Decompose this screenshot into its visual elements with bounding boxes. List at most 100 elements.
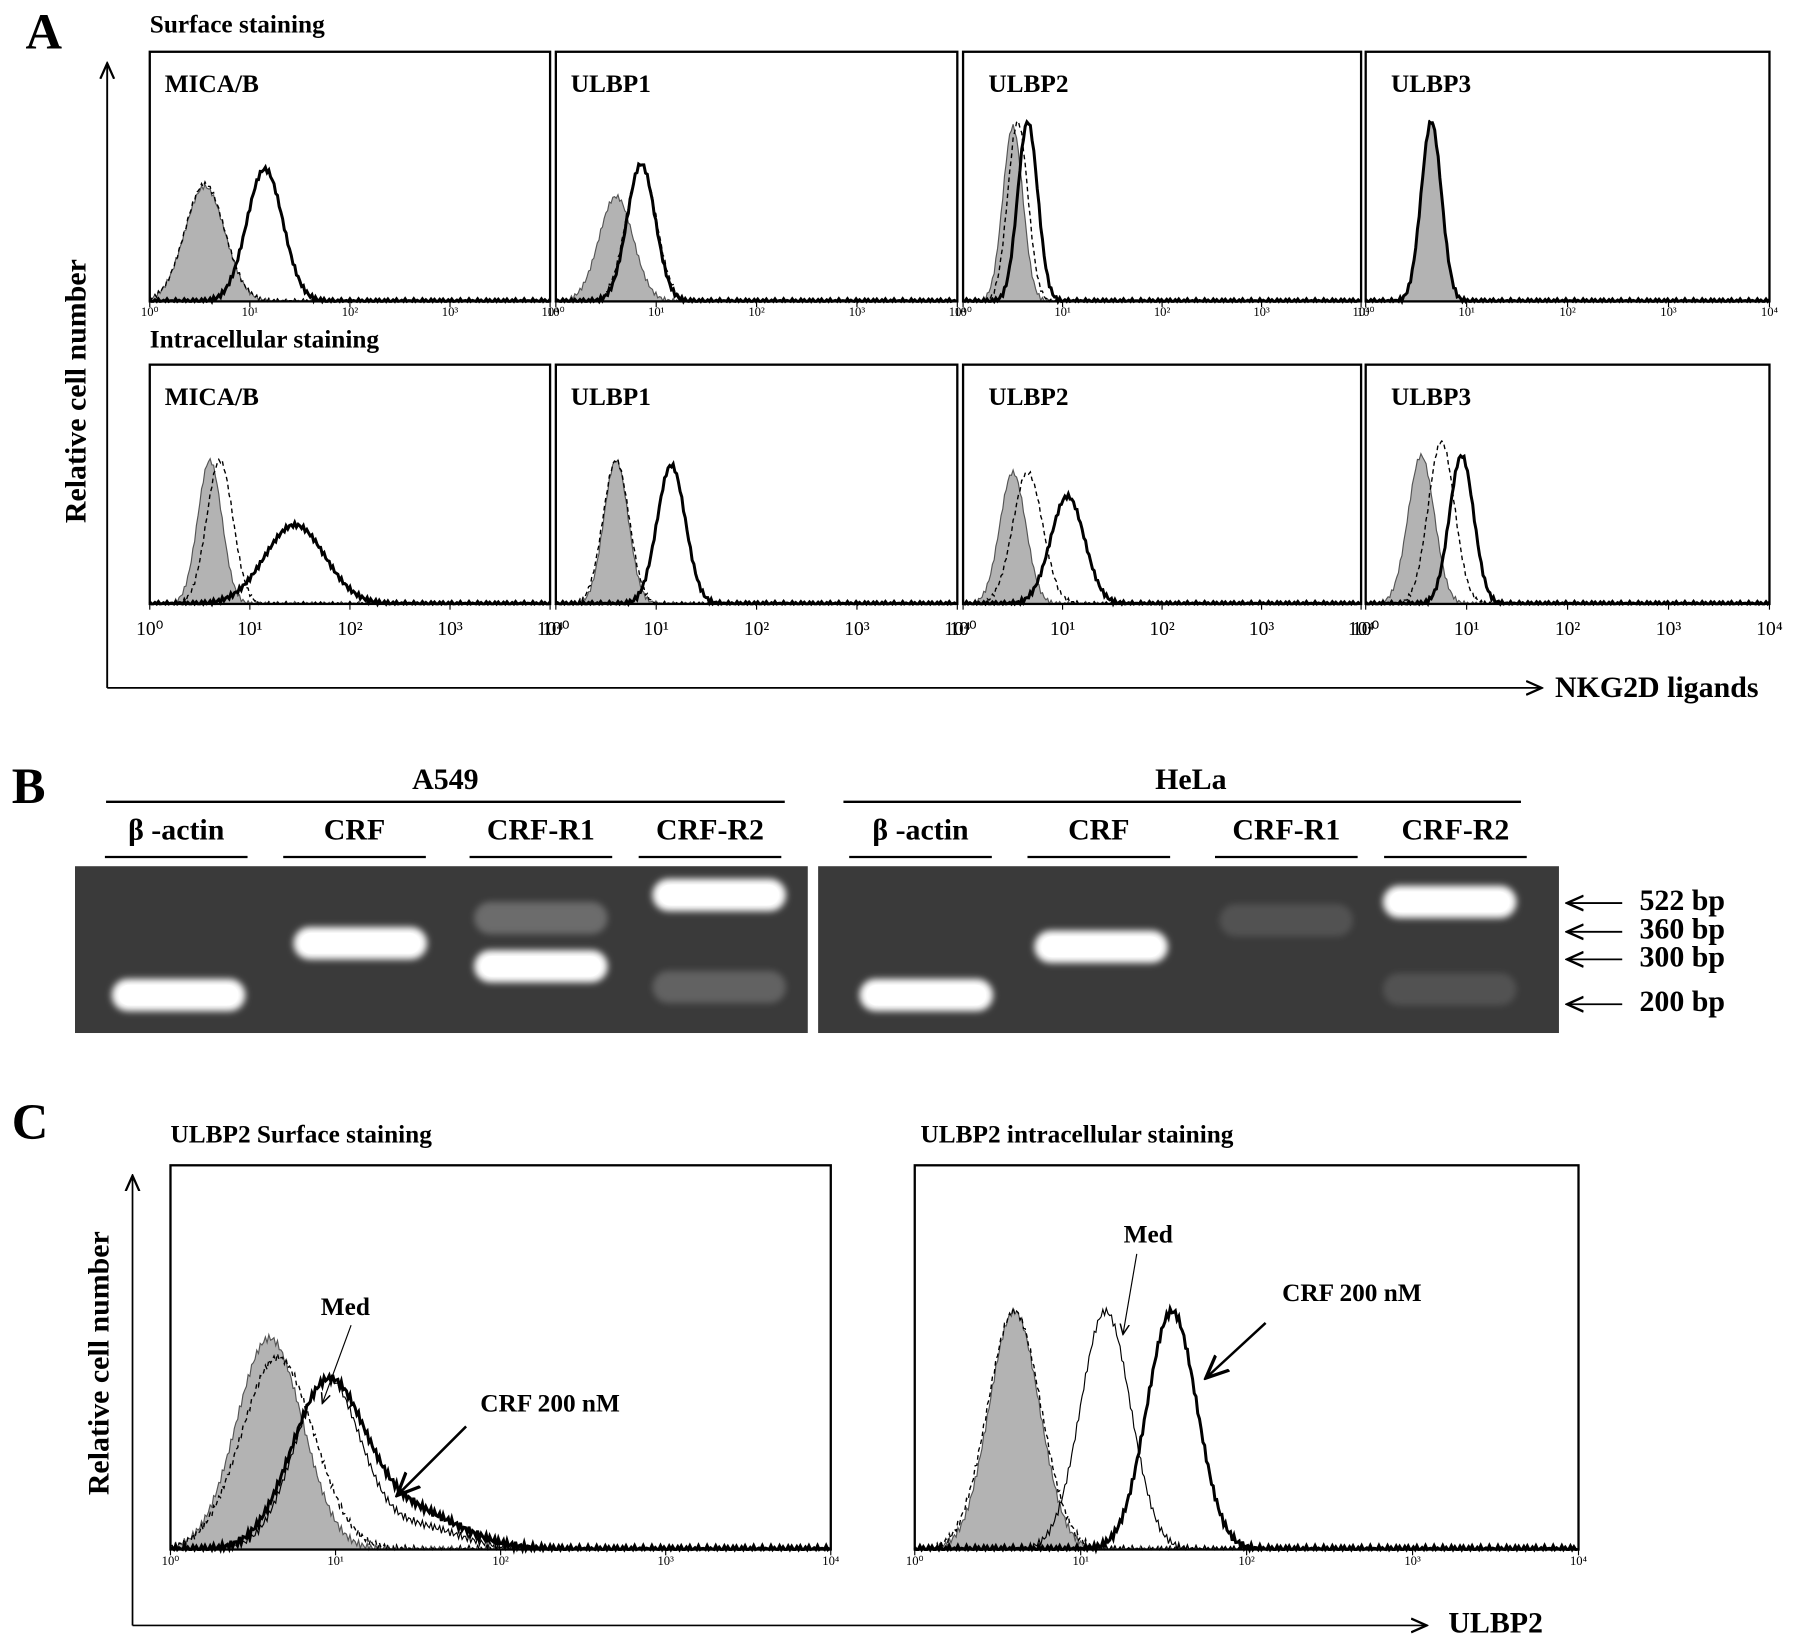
x-tick-label: 10² [1559, 305, 1576, 319]
gel-band [1219, 904, 1354, 937]
row-title: Surface staining [150, 10, 325, 38]
gel-band [659, 884, 780, 906]
marker-label: 522 bp [1639, 884, 1725, 917]
x-tick-label: 10² [1149, 619, 1175, 640]
plot-title: ULBP2 Surface staining [170, 1120, 432, 1148]
plot-label: ULBP2 [988, 383, 1068, 411]
y-axis-title: Relative cell number [82, 1231, 115, 1495]
annotation-arrow [1206, 1321, 1267, 1378]
group-label: HeLa [1155, 763, 1226, 796]
x-tick-label: 10¹ [1454, 619, 1480, 640]
plot-label: ULBP1 [571, 383, 651, 411]
row-title: Intracellular staining [150, 325, 380, 353]
plot-label: ULBP3 [1391, 70, 1471, 98]
histogram [149, 182, 551, 303]
histogram [962, 468, 1362, 606]
x-tick-label: 10³ [1404, 1554, 1421, 1568]
x-tick-label: 10³ [437, 619, 463, 640]
x-tick-label: 10¹ [1054, 305, 1071, 319]
panel-label: C [12, 1094, 49, 1150]
panel-label: B [12, 758, 46, 814]
histogram [555, 457, 957, 606]
x-tick-label: 10³ [1249, 619, 1275, 640]
histogram [1365, 452, 1771, 606]
gel-band [481, 955, 601, 977]
x-tick-label: 10¹ [648, 305, 665, 319]
x-tick-label: 10² [1238, 1554, 1255, 1568]
x-tick-label: 10¹ [1458, 305, 1475, 319]
x-tick-label: 10¹ [644, 619, 670, 640]
lane-label: CRF [324, 814, 385, 847]
annotation: Med [321, 1293, 370, 1321]
x-tick-label: 10⁰ [1352, 619, 1380, 640]
plot-label: ULBP2 [988, 70, 1068, 98]
x-tick-label: 10⁴ [1756, 619, 1783, 640]
x-tick-label: 10² [492, 1554, 509, 1568]
plot-label: ULBP3 [1391, 383, 1471, 411]
plot-label: ULBP1 [571, 70, 651, 98]
x-tick-label: 10² [748, 305, 765, 319]
x-tick-label: 10² [744, 619, 770, 640]
x-tick-label: 10⁰ [1357, 305, 1375, 319]
x-tick-label: 10⁰ [906, 1554, 924, 1568]
axis-arrow [106, 63, 1541, 688]
x-tick-label: 10² [1154, 305, 1171, 319]
lane-label: CRF-R1 [487, 814, 595, 847]
x-tick-label: 10⁰ [547, 305, 565, 319]
y-axis-title: Relative cell number [59, 259, 92, 523]
plot-label: MICA/B [165, 70, 259, 98]
marker-label: 200 bp [1639, 985, 1725, 1018]
x-tick-label: 10⁰ [162, 1554, 180, 1568]
gel-band [652, 970, 786, 1004]
x-tick-label: 10⁴ [537, 619, 564, 640]
gel-band [1389, 891, 1510, 913]
lane-label: CRF [1068, 814, 1129, 847]
x-tick-label: 10³ [657, 1554, 674, 1568]
x-tick-label: 10⁴ [949, 305, 967, 319]
histogram [554, 458, 958, 606]
gel-band [118, 984, 239, 1006]
x-tick-label: 10¹ [237, 619, 263, 640]
x-tick-label: 10⁴ [1761, 305, 1779, 319]
x-tick-label: 10⁴ [1570, 1554, 1588, 1568]
panel-label: A [26, 3, 63, 59]
marker-label: 360 bp [1639, 913, 1725, 946]
x-axis-title: ULBP2 [1448, 1606, 1543, 1639]
x-tick-label: 10³ [442, 305, 459, 319]
x-tick-label: 10¹ [327, 1554, 344, 1568]
x-tick-label: 10⁴ [822, 1554, 840, 1568]
x-tick-label: 10⁰ [542, 619, 570, 640]
x-tick-label: 10³ [1656, 619, 1682, 640]
annotation-arrow [322, 1325, 352, 1403]
annotation: CRF 200 nM [1282, 1279, 1422, 1307]
lane-label: CRF-R2 [1401, 814, 1509, 847]
x-tick-label: 10² [342, 305, 359, 319]
gel-band [474, 901, 608, 935]
annotation: Med [1124, 1220, 1173, 1248]
annotation-arrow [1123, 1253, 1138, 1335]
histogram [149, 457, 551, 606]
x-tick-label: 10⁴ [944, 619, 971, 640]
x-tick-label: 10⁰ [954, 305, 972, 319]
x-tick-label: 10⁰ [949, 619, 977, 640]
plot-label: MICA/B [165, 383, 259, 411]
x-tick-label: 10² [1555, 619, 1581, 640]
annotation: CRF 200 nM [480, 1390, 620, 1418]
lane-label: β -actin [872, 814, 969, 847]
gel-band [300, 932, 421, 954]
lane-label: β -actin [128, 814, 225, 847]
x-axis-title: NKG2D ligands [1555, 671, 1758, 704]
plot-title: ULBP2 intracellular staining [921, 1120, 1234, 1148]
x-tick-label: 10² [337, 619, 363, 640]
lane-label: CRF-R1 [1232, 814, 1340, 847]
x-tick-label: 10⁰ [141, 305, 159, 319]
annotation-arrow [397, 1425, 468, 1495]
x-tick-label: 10⁴ [1353, 305, 1371, 319]
lane-label: CRF-R2 [656, 814, 764, 847]
gel-band [1041, 936, 1161, 958]
gel-band [1382, 973, 1517, 1006]
histogram [170, 1371, 831, 1555]
group-label: A549 [412, 763, 478, 796]
x-tick-label: 10³ [1253, 305, 1270, 319]
